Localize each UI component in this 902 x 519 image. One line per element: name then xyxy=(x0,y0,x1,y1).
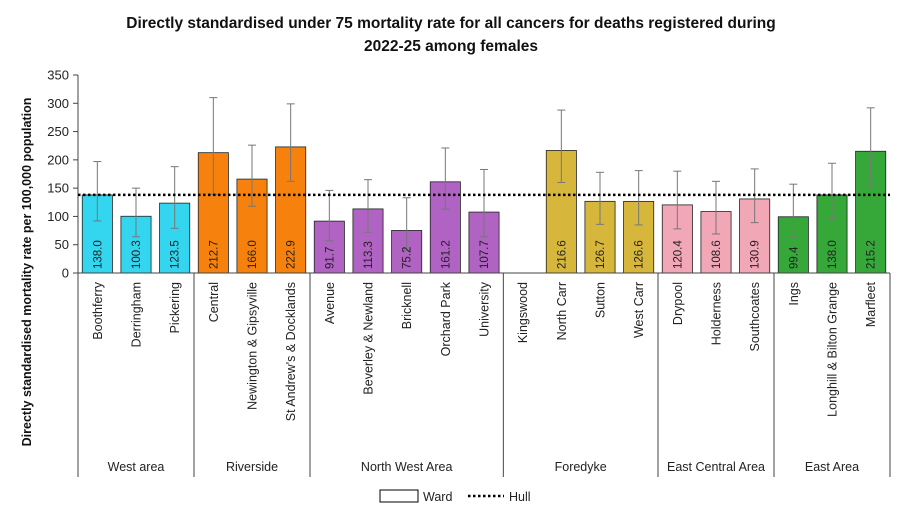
bar-value-label: 99.4 xyxy=(788,246,800,269)
bar-value-label: 91.7 xyxy=(324,247,336,269)
bar-value-label: 100.3 xyxy=(131,240,143,269)
bar-value-label: 126.7 xyxy=(595,240,607,269)
bar-value-labels: 138.0 100.3 123.5 212.7 166.0 222.9 91.7 113.3 7… xyxy=(92,240,877,269)
bar-value-label: 216.6 xyxy=(556,240,568,269)
category-label: Derringham xyxy=(130,282,144,347)
bar xyxy=(545,150,577,274)
bar-value-label: 212.7 xyxy=(208,240,220,269)
group-label: West area xyxy=(108,460,165,474)
legend-ward-swatch xyxy=(379,489,419,503)
category-label: Drypool xyxy=(671,282,685,325)
bar-value-label: 120.4 xyxy=(672,240,684,269)
category-label: Kingswood xyxy=(516,282,530,343)
bar-value-label: 126.6 xyxy=(634,240,646,269)
legend-hull-label: Hull xyxy=(509,490,531,504)
bar xyxy=(855,150,887,274)
legend-ward-label: Ward xyxy=(423,490,452,504)
y-tick-label: 250 xyxy=(47,124,69,139)
bar-value-label: 166.0 xyxy=(247,240,259,269)
bar-value-label: 215.2 xyxy=(866,240,878,269)
category-label: St Andrew's & Docklands xyxy=(284,282,298,421)
category-label: University xyxy=(478,281,492,337)
error-bars xyxy=(93,97,875,251)
category-label: Boothferry xyxy=(91,281,105,339)
category-label: Holderness xyxy=(710,282,724,345)
category-label: Newington & Gipsyville xyxy=(246,282,260,410)
category-label: Sutton xyxy=(594,282,608,318)
y-tick-label: 200 xyxy=(47,152,69,167)
bar-value-label: 113.3 xyxy=(363,241,375,269)
chart-title-line-1: Directly standardised under 75 mortality… xyxy=(126,15,775,32)
category-label: Beverley & Newland xyxy=(362,282,376,395)
bar-value-label: 123.5 xyxy=(170,240,182,269)
group-label: Riverside xyxy=(226,460,278,474)
bar-value-label: 222.9 xyxy=(286,240,298,269)
category-label: West Carr xyxy=(632,282,646,338)
legend: Ward Hull xyxy=(379,489,531,504)
y-tick-label: 150 xyxy=(47,181,69,196)
bar-value-label: 107.7 xyxy=(479,240,491,269)
bar-value-label: 161.2 xyxy=(440,240,452,269)
group-label: East Area xyxy=(805,460,859,474)
x-axis: Boothferry Derringham Pickering Central Newi… xyxy=(77,272,891,477)
category-label: Longhill & Bilton Grange xyxy=(826,282,840,417)
y-tick-label: 50 xyxy=(55,237,69,252)
category-label: Southcoates xyxy=(748,282,762,352)
group-label: East Central Area xyxy=(667,460,765,474)
group-label: Foredyke xyxy=(555,460,607,474)
bar-value-label: 75.2 xyxy=(402,247,414,269)
y-tick-label: 100 xyxy=(47,209,69,224)
category-label: Avenue xyxy=(323,282,337,324)
y-axis: 0 50 100 150 200 250 300 350 xyxy=(47,68,79,281)
y-axis-label: Directly standardised mortality rate per… xyxy=(20,98,34,447)
category-label: Central xyxy=(207,282,221,322)
category-label: North Carr xyxy=(555,282,569,340)
bar-value-label: 108.6 xyxy=(711,240,723,269)
y-tick-label: 300 xyxy=(47,96,69,111)
group-label: North West Area xyxy=(361,460,453,474)
y-tick-label: 0 xyxy=(62,266,69,281)
category-label: Orchard Park xyxy=(439,281,453,356)
bars xyxy=(81,146,887,274)
category-label: Bricknell xyxy=(400,282,414,329)
bar-value-label: 138.0 xyxy=(92,240,104,269)
category-label: Ings xyxy=(787,282,801,306)
y-tick-label: 350 xyxy=(47,68,69,83)
category-label: Pickering xyxy=(168,282,182,333)
bar-value-label: 130.9 xyxy=(750,240,762,269)
category-label: Marfleet xyxy=(864,281,878,327)
chart-title-line-2: 2022-25 among females xyxy=(364,38,538,55)
bar-value-label: 138.0 xyxy=(827,240,839,269)
